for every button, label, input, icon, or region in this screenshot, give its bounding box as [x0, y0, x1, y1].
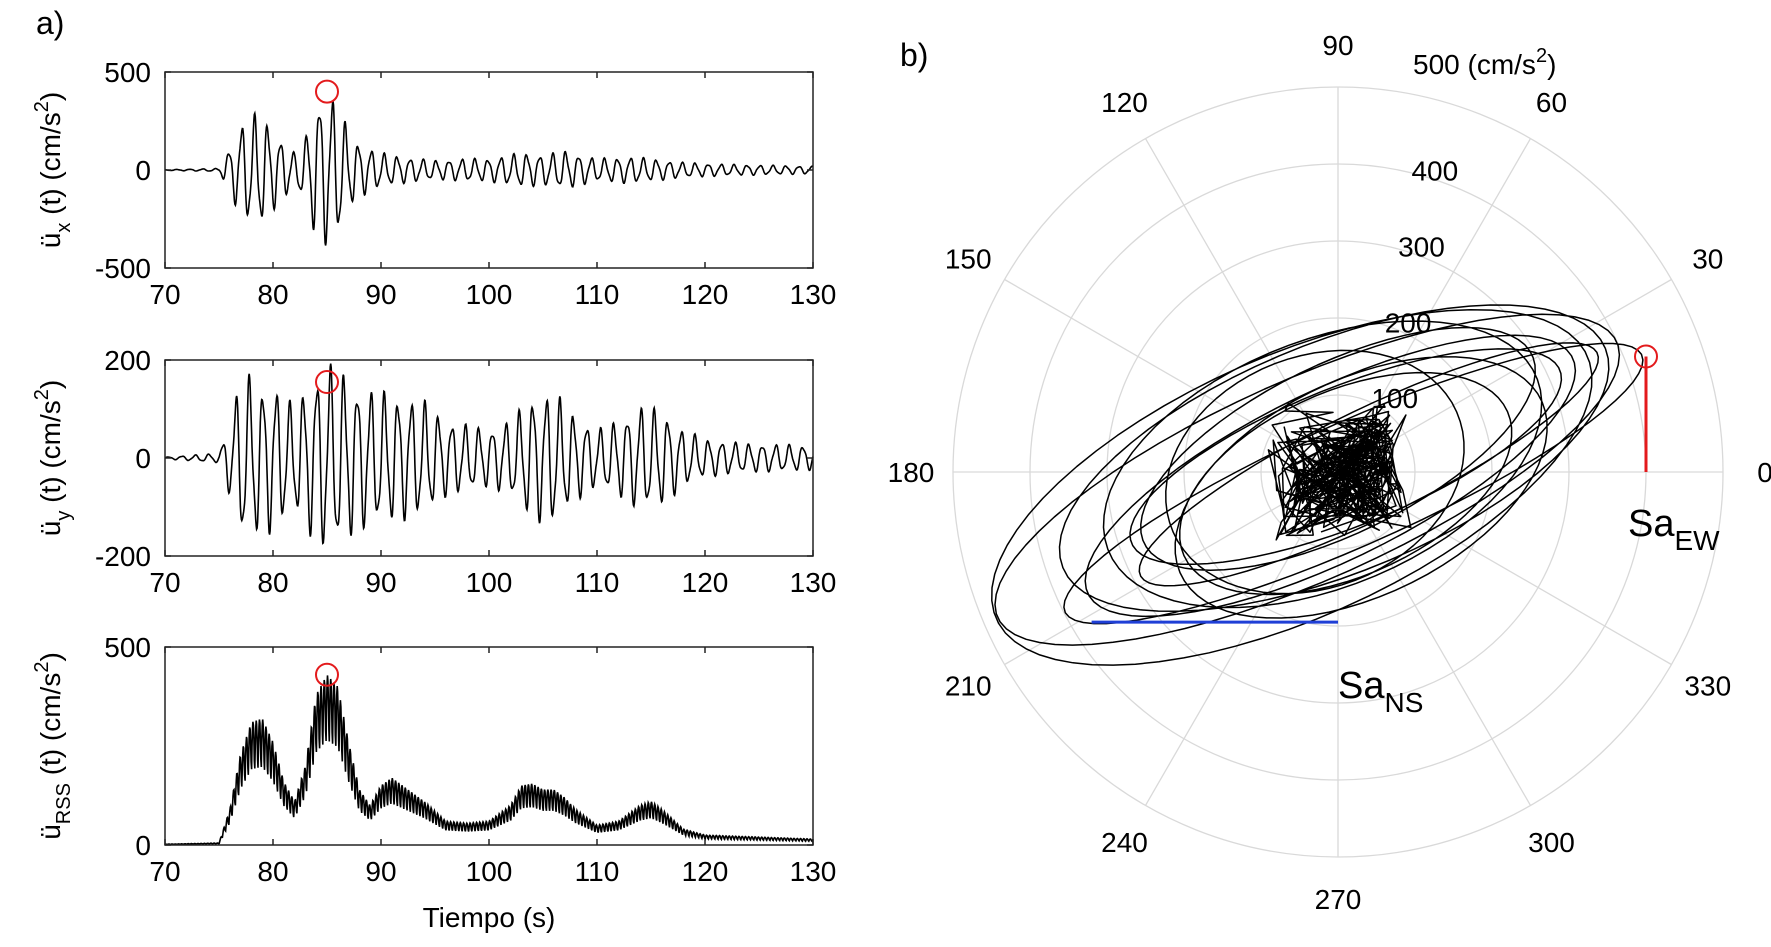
x-tick-label: 90: [365, 567, 396, 598]
radial-tick-label: 100: [1371, 383, 1418, 414]
angle-tick-label: 150: [945, 244, 992, 275]
subplot-1: 70 80 90 100 110 120 130 -500 0 500 üx (t) (cm/s2): [31, 57, 836, 310]
peak-marker: [315, 79, 339, 104]
sa-ns-label: SaNS: [1338, 665, 1423, 718]
subplot-3: 70 80 90 100 110 120 130 0 500 üRSS (t) (cm/s2) Ti…: [31, 632, 836, 933]
angle-tick-label: 300: [1528, 827, 1575, 858]
y-tick-label: 0: [135, 155, 151, 186]
angle-tick-label: 240: [1101, 827, 1148, 858]
signal-trace: [164, 363, 814, 545]
radial-tick-label: 400: [1411, 156, 1458, 187]
panel-label-b: b): [900, 37, 928, 73]
polar-spoke: [1337, 278, 1672, 473]
y-tick-label: 0: [135, 443, 151, 474]
y-tick-label: 200: [104, 345, 151, 376]
x-tick-label: 120: [682, 279, 729, 310]
signal-trace: [164, 675, 814, 846]
x-tick-label: 80: [257, 279, 288, 310]
panel-label-a: a): [36, 5, 64, 41]
y-tick-label: 0: [135, 830, 151, 861]
panel-a: 70 80 90 100 110 120 130 -500 0 500 üx (t) (cm/s2)…: [31, 57, 836, 933]
x-tick-label: 100: [466, 856, 513, 887]
angle-tick-label: 60: [1536, 87, 1567, 118]
x-tick-label: 120: [682, 567, 729, 598]
y-tick-label: -200: [95, 541, 151, 572]
peak-marker: [315, 662, 339, 687]
x-axis-label: Tiempo (s): [423, 902, 556, 933]
x-tick-label: 80: [257, 856, 288, 887]
x-tick-label: 90: [365, 279, 396, 310]
x-tick-label: 110: [575, 856, 620, 887]
x-tick-label: 80: [257, 567, 288, 598]
peak-marker: [315, 370, 339, 395]
polar-spoke: [1144, 138, 1339, 473]
x-tick-label: 100: [466, 567, 513, 598]
y-tick-label: 500: [104, 57, 151, 88]
x-tick-label: 110: [575, 567, 620, 598]
radial-tick-label: 300: [1398, 232, 1445, 263]
radial-unit-label: 500 (cm/s2): [1413, 45, 1556, 80]
x-tick-label: 130: [790, 567, 837, 598]
x-tick-label: 130: [790, 279, 837, 310]
y-axis-label: üy (t) (cm/s2): [31, 380, 75, 536]
x-tick-label: 120: [682, 856, 729, 887]
subplot-2: 70 80 90 100 110 120 130 -200 0 200 üy (t) (cm/s2): [31, 345, 836, 598]
x-tick-label: 110: [575, 279, 620, 310]
sa-ew-label: SaEW: [1628, 503, 1720, 556]
angle-tick-label: 210: [945, 671, 992, 702]
orbit-trace: [991, 304, 1644, 666]
x-tick-label: 70: [149, 567, 180, 598]
y-tick-label: 500: [104, 632, 151, 663]
signal-trace: [165, 101, 814, 246]
y-axis-label: üx (t) (cm/s2): [31, 92, 75, 248]
y-tick-label: -500: [95, 253, 151, 284]
panel-b: SaEW SaNS 0 30 60 90 120 150 180 210 240 270 300 330 1…: [888, 30, 1771, 915]
peak-marker: [1634, 344, 1658, 369]
x-tick-label: 130: [790, 856, 837, 887]
polar-spoke: [1337, 471, 1672, 666]
x-tick-label: 70: [149, 279, 180, 310]
x-tick-label: 70: [149, 856, 180, 887]
axes-box: [164, 71, 814, 269]
radial-tick-label: 200: [1385, 307, 1432, 338]
angle-tick-label: 0: [1757, 457, 1771, 488]
x-tick-label: 100: [466, 279, 513, 310]
angle-tick-label: 120: [1101, 87, 1148, 118]
angle-tick-label: 30: [1692, 244, 1723, 275]
x-tick-label: 90: [365, 856, 396, 887]
angle-tick-label: 180: [888, 457, 935, 488]
angle-tick-label: 270: [1315, 884, 1362, 915]
angle-tick-label: 330: [1684, 671, 1731, 702]
angle-tick-label: 90: [1322, 30, 1353, 61]
y-axis-label: üRSS (t) (cm/s2): [31, 652, 75, 840]
